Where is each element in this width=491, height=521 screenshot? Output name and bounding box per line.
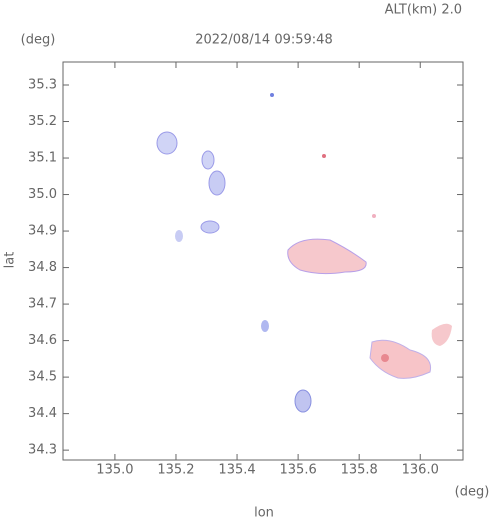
echoes [156,93,452,413]
y-tick-label: 34.4 [28,406,57,421]
echo [175,230,183,242]
y-unit: (deg) [21,33,56,48]
x-tick-label: 135.8 [341,463,378,478]
echo [208,170,226,196]
subtitle: ALT(km) 2.0 [385,3,462,18]
echo [261,320,269,332]
y-tick-label: 35.3 [28,78,57,93]
echo [322,154,326,158]
y-tick-label: 34.6 [28,333,57,348]
y-axis-label: lat [3,252,18,269]
echo [200,220,220,234]
y-tick-label: 34.9 [28,224,57,239]
y-tick-label: 34.7 [28,297,57,312]
x-tick-label: 136.0 [402,463,439,478]
y-tick-label: 35.0 [28,187,57,202]
x-axis-label: lon [254,506,274,521]
chart-title: 2022/08/14 09:59:48 [195,33,332,48]
y-tick-label: 34.8 [28,260,57,275]
echo [431,323,452,346]
x-tick-label: 135.2 [157,463,194,478]
echo [287,238,367,275]
y-tick-label: 35.1 [28,151,57,166]
y-tick-label: 35.2 [28,114,57,129]
y-tick-label: 34.3 [28,443,57,458]
plot-frame [62,61,464,461]
x-tick-label: 135.0 [96,463,133,478]
echo [381,354,389,362]
x-tick-label: 135.6 [280,463,317,478]
y-tick-label: 34.5 [28,370,57,385]
x-unit: (deg) [455,485,490,500]
echo [156,131,178,155]
x-tick-label: 135.4 [218,463,255,478]
echo [372,214,376,218]
echo [294,389,312,413]
echo [201,150,215,170]
echo [369,339,432,379]
echo [270,93,274,97]
